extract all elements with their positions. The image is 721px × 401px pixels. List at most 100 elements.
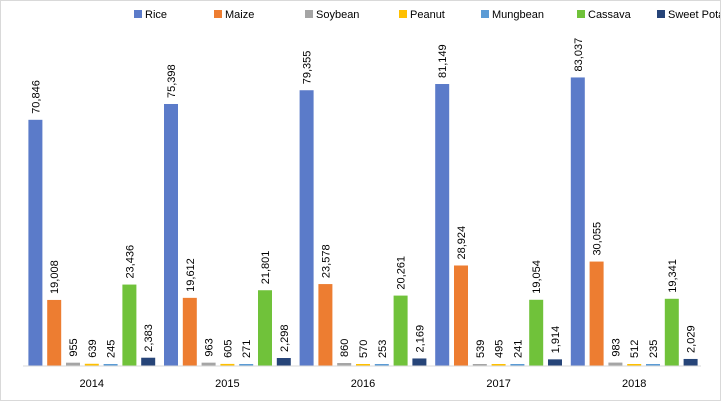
bar-sweet-potato-2018 — [683, 358, 698, 366]
data-labels: 70,846 19,008 955 639 245 23,436 2,383 75,398 19… — [30, 38, 697, 358]
data-label-mungbean-2014: 245 — [106, 340, 118, 358]
legend-item-peanut: Peanut — [399, 9, 445, 21]
data-label-soybean-2017: 539 — [475, 340, 487, 358]
bar-rice-2016 — [299, 90, 314, 367]
data-label-rice-2014: 70,846 — [30, 80, 42, 114]
legend-label-mungbean: Mungbean — [492, 9, 544, 21]
legend-swatch-sweet-potato — [657, 10, 665, 18]
bar-mungbean-2017 — [510, 364, 525, 366]
data-label-maize-2018: 30,055 — [592, 222, 604, 256]
data-label-soybean-2014: 955 — [68, 338, 80, 356]
data-label-peanut-2014: 639 — [87, 339, 99, 357]
legend-swatch-mungbean — [481, 10, 489, 18]
data-label-maize-2015: 19,612 — [185, 258, 197, 292]
data-label-maize-2016: 23,578 — [320, 244, 332, 278]
legend-label-peanut: Peanut — [410, 9, 445, 21]
bar-peanut-2018 — [627, 364, 642, 366]
bar-soybean-2016 — [337, 363, 352, 366]
legend-swatch-peanut — [399, 10, 407, 18]
legend-label-soybean: Soybean — [316, 9, 359, 21]
data-label-rice-2016: 79,355 — [302, 51, 314, 85]
data-label-mungbean-2017: 241 — [512, 340, 524, 358]
bars — [28, 77, 698, 367]
bar-rice-2015 — [164, 103, 178, 367]
data-label-soybean-2018: 983 — [610, 338, 622, 356]
bar-soybean-2014 — [66, 362, 80, 366]
bar-maize-2016 — [318, 284, 333, 366]
x-tick-label-2016: 2016 — [351, 378, 375, 390]
legend-swatch-cassava — [577, 10, 585, 18]
data-label-maize-2017: 28,924 — [456, 226, 468, 260]
bar-peanut-2015 — [220, 363, 235, 366]
bar-cassava-2015 — [258, 290, 272, 366]
bar-rice-2018 — [570, 77, 585, 366]
data-label-cassava-2015: 21,801 — [260, 251, 272, 285]
x-axis-tick-labels: 2014 2015 2016 2017 2018 — [80, 378, 647, 390]
bar-peanut-2017 — [491, 364, 506, 366]
bar-cassava-2017 — [529, 299, 544, 366]
legend-label-sweet-potato: Sweet Potato — [668, 9, 720, 21]
bar-maize-2015 — [182, 297, 197, 366]
x-tick-label-2017: 2017 — [486, 378, 510, 390]
data-label-mungbean-2018: 235 — [648, 340, 660, 358]
legend-item-sweet-potato: Sweet Potato — [657, 9, 720, 21]
bar-maize-2018 — [589, 261, 604, 366]
data-label-rice-2018: 83,037 — [573, 38, 585, 72]
bar-cassava-2018 — [664, 298, 679, 366]
bar-peanut-2014 — [84, 363, 99, 366]
legend-label-maize: Maize — [225, 9, 254, 21]
legend-label-cassava: Cassava — [588, 9, 632, 21]
bar-soybean-2017 — [472, 364, 487, 366]
bar-maize-2017 — [454, 265, 468, 366]
bar-cassava-2014 — [122, 284, 137, 366]
legend-swatch-soybean — [305, 10, 313, 18]
x-tick-label-2014: 2014 — [80, 378, 104, 390]
legend-item-soybean: Soybean — [305, 9, 359, 21]
x-tick-label-2015: 2015 — [215, 378, 239, 390]
data-label-sweet-potato-2018: 2,029 — [686, 325, 698, 353]
bar-mungbean-2016 — [374, 364, 389, 366]
data-label-soybean-2016: 860 — [339, 339, 351, 357]
data-label-rice-2015: 75,398 — [166, 64, 178, 98]
bar-sweet-potato-2014 — [141, 357, 156, 366]
legend-swatch-maize — [214, 10, 222, 18]
data-label-maize-2014: 19,008 — [49, 260, 61, 294]
legend-label-rice: Rice — [145, 9, 167, 21]
data-label-peanut-2016: 570 — [358, 340, 370, 358]
legend-item-cassava: Cassava — [577, 9, 632, 21]
data-label-soybean-2015: 963 — [204, 338, 216, 356]
bar-rice-2017 — [435, 84, 450, 366]
bar-sweet-potato-2017 — [548, 359, 562, 366]
bar-mungbean-2018 — [646, 364, 660, 366]
bar-mungbean-2015 — [239, 364, 254, 366]
data-label-mungbean-2016: 253 — [377, 340, 389, 358]
legend-swatch-rice — [134, 10, 142, 18]
data-label-sweet-potato-2017: 1,914 — [550, 326, 562, 354]
bar-soybean-2018 — [608, 362, 623, 366]
data-label-sweet-potato-2014: 2,383 — [143, 324, 155, 352]
bar-peanut-2016 — [356, 364, 370, 366]
data-label-peanut-2018: 512 — [629, 340, 641, 358]
bar-soybean-2015 — [201, 362, 216, 366]
legend: Rice Maize Soybean Peanut Mungbean Cassava Swe… — [134, 9, 720, 21]
data-label-cassava-2017: 19,054 — [531, 260, 543, 294]
bar-rice-2014 — [28, 119, 43, 366]
data-label-sweet-potato-2015: 2,298 — [279, 324, 291, 352]
data-label-sweet-potato-2016: 2,169 — [414, 325, 426, 353]
bar-mungbean-2014 — [103, 364, 118, 366]
data-label-peanut-2015: 605 — [222, 340, 234, 358]
legend-item-maize: Maize — [214, 9, 254, 21]
x-tick-label-2018: 2018 — [622, 378, 646, 390]
data-label-cassava-2018: 19,341 — [667, 259, 679, 293]
bar-sweet-potato-2016 — [412, 358, 427, 366]
data-label-cassava-2016: 20,261 — [396, 256, 408, 290]
bar-cassava-2016 — [393, 295, 408, 366]
data-label-mungbean-2015: 271 — [241, 340, 253, 358]
bar-maize-2014 — [47, 299, 62, 366]
legend-item-rice: Rice — [134, 9, 167, 21]
legend-item-mungbean: Mungbean — [481, 9, 544, 21]
data-label-peanut-2017: 495 — [494, 340, 506, 358]
data-label-cassava-2014: 23,436 — [124, 245, 136, 279]
